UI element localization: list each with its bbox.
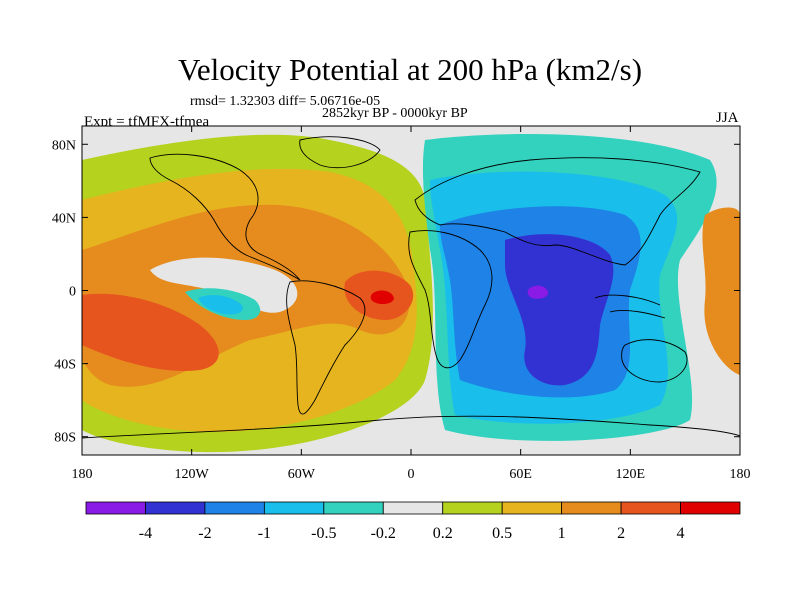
coastlines [82,136,740,439]
contour-positive-4-atlantic [370,290,394,305]
y-tick-label: 0 [69,285,76,300]
colorbar-label: 2 [617,525,625,542]
colorbar-swatch [145,501,206,515]
colorbar-swatch [561,501,622,515]
colorbar-swatch [620,501,681,515]
colorbar-label: -1 [258,525,271,542]
coastline-eurasia [414,157,701,266]
colorbar-label: 0.5 [492,525,512,542]
colorbar-label: -2 [198,525,211,542]
colorbar-label: 4 [677,525,685,542]
contour-east-pacific-positive [702,207,740,375]
x-tick-label: 60E [509,467,532,482]
colorbar-label: -0.2 [371,525,396,542]
contour-pacific-negative-core [198,295,243,315]
coastline-south-america [286,280,366,415]
map-area [81,125,741,456]
x-axis: 180 120W 60W 0 60E 120E 180 [72,126,751,482]
colorbar-swatch [501,501,563,515]
coastline-australia [621,339,688,383]
chart-title: Velocity Potential at 200 hPa (km2/s) [177,52,643,87]
y-tick-label: 80N [52,138,76,153]
coastline-antarctica [82,415,740,439]
x-tick-label: 120E [616,467,646,482]
season-label: JJA [716,110,739,126]
stats-subtitle: rmsd= 1.32303 diff= 5.06716e-05 [190,94,381,109]
period-subtitle: 2852kyr BP - 0000kyr BP [322,106,468,121]
colorbar-swatch [85,501,146,515]
contour-negative-4 [527,285,549,299]
colorbar-swatch [680,501,741,515]
colorbar-label: 1 [558,525,566,542]
y-tick-label: 80S [54,431,76,446]
colorbar-swatch [323,501,384,515]
velocity-potential-field [82,134,740,453]
coastline-greenland [299,136,381,169]
x-tick-label: 180 [730,467,751,482]
coastline-africa [408,230,493,369]
x-tick-label: 180 [72,467,93,482]
colorbar-label: -4 [139,525,152,542]
colorbar-label: -0.5 [311,525,336,542]
coastline-north-america [149,153,301,281]
contour-positive-2-pacific [82,293,219,371]
contour-negative-2 [505,234,614,386]
y-tick-label: 40N [52,211,76,226]
y-axis: 80N 40N 0 40S 80S [52,138,740,446]
colorbar-swatch [263,501,325,515]
colorbar-swatch [442,501,503,515]
colorbar-swatch [382,501,444,515]
x-tick-label: 60W [288,467,316,482]
colorbar-label: 0.2 [433,525,453,542]
colorbar: -4 -2 -1 -0.5 -0.2 0.2 0.5 1 2 4 [85,501,741,542]
y-tick-label: 40S [54,358,76,373]
contour-pacific-neutral-tongue [150,257,298,313]
x-tick-label: 120W [175,467,210,482]
x-tick-label: 0 [408,467,415,482]
colorbar-swatch [204,501,265,515]
coastline-indonesia [594,294,666,319]
